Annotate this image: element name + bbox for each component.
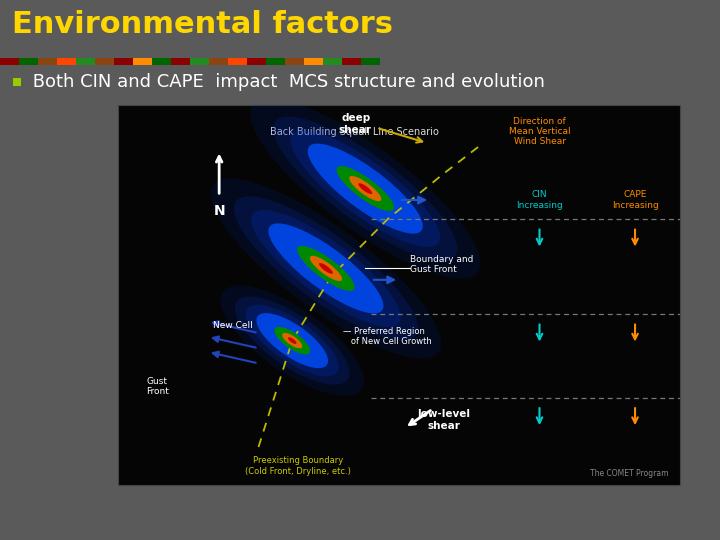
- Bar: [228, 58, 247, 65]
- Bar: [38, 58, 57, 65]
- Ellipse shape: [310, 256, 342, 281]
- Bar: [247, 58, 266, 65]
- Text: Boundary and
Gust Front: Boundary and Gust Front: [410, 255, 474, 274]
- Bar: [171, 58, 190, 65]
- Ellipse shape: [246, 305, 339, 376]
- Bar: [133, 58, 152, 65]
- Ellipse shape: [319, 263, 333, 274]
- Ellipse shape: [297, 246, 355, 291]
- Text: The COMET Program: The COMET Program: [590, 469, 669, 478]
- Ellipse shape: [307, 144, 423, 234]
- Bar: [304, 58, 323, 65]
- Ellipse shape: [256, 313, 328, 368]
- Ellipse shape: [359, 183, 372, 194]
- Text: Gust
Front: Gust Front: [146, 376, 169, 396]
- Ellipse shape: [211, 178, 441, 359]
- Bar: [0, 58, 19, 65]
- Ellipse shape: [274, 327, 310, 354]
- Text: Back Building Squall Line Scenario: Back Building Squall Line Scenario: [269, 126, 438, 137]
- Text: CIN
Increasing: CIN Increasing: [516, 190, 563, 210]
- Ellipse shape: [251, 210, 401, 327]
- Bar: [285, 58, 304, 65]
- Bar: [19, 58, 38, 65]
- Text: CAPE
Increasing: CAPE Increasing: [612, 190, 658, 210]
- Ellipse shape: [282, 333, 302, 348]
- Ellipse shape: [290, 130, 440, 247]
- Ellipse shape: [288, 338, 297, 344]
- Text: N: N: [213, 204, 225, 218]
- Bar: [190, 58, 209, 65]
- Bar: [152, 58, 171, 65]
- Bar: [118, 105, 680, 485]
- Bar: [361, 58, 380, 65]
- Ellipse shape: [235, 296, 349, 384]
- Bar: [114, 58, 133, 65]
- Bar: [209, 58, 228, 65]
- Ellipse shape: [269, 224, 384, 313]
- Ellipse shape: [220, 286, 364, 396]
- Bar: [57, 58, 76, 65]
- Text: Environmental factors: Environmental factors: [12, 10, 393, 39]
- Bar: [342, 58, 361, 65]
- Ellipse shape: [250, 98, 480, 279]
- Ellipse shape: [336, 166, 394, 211]
- Bar: [13, 78, 21, 86]
- Bar: [266, 58, 285, 65]
- Text: Both CIN and CAPE  impact  MCS structure and evolution: Both CIN and CAPE impact MCS structure a…: [27, 73, 545, 91]
- Bar: [95, 58, 114, 65]
- Bar: [323, 58, 342, 65]
- Ellipse shape: [234, 197, 418, 340]
- Text: Direction of
Mean Vertical
Wind Shear: Direction of Mean Vertical Wind Shear: [509, 117, 570, 146]
- Text: deep
shear: deep shear: [338, 113, 371, 135]
- Text: Preexisting Boundary
(Cold Front, Dryline, etc.): Preexisting Boundary (Cold Front, Drylin…: [245, 456, 351, 476]
- Text: New Cell: New Cell: [213, 321, 253, 330]
- Text: — Preferred Region
   of New Cell Growth: — Preferred Region of New Cell Growth: [343, 327, 431, 347]
- Ellipse shape: [349, 176, 382, 201]
- Text: low-level
shear: low-level shear: [418, 409, 470, 430]
- Bar: [76, 58, 95, 65]
- Ellipse shape: [273, 117, 457, 261]
